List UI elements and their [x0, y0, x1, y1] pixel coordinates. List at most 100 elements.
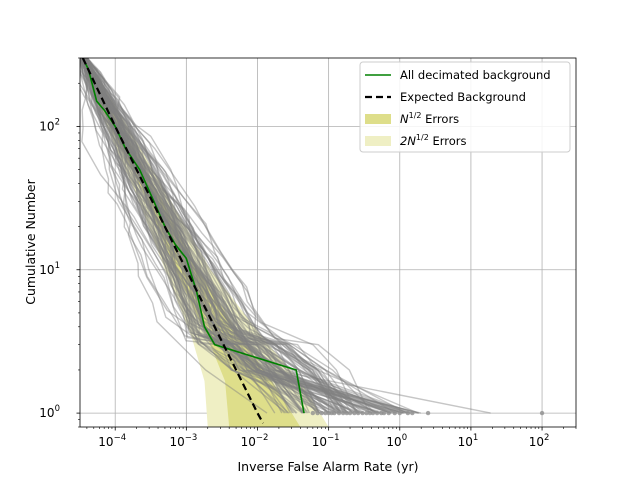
data-point	[355, 410, 361, 416]
background-realisation-line	[86, 58, 405, 414]
background-realisation-line	[86, 58, 398, 414]
error-band-2N1-2	[80, 58, 329, 427]
data-point	[374, 410, 380, 416]
background-realisation-line	[80, 63, 358, 414]
background-realisation-line	[83, 58, 341, 414]
data-point	[367, 410, 373, 416]
x-tick-label-exponent: 2	[544, 433, 549, 443]
background-realisation-line	[82, 58, 354, 414]
background-realisation-line	[80, 58, 342, 414]
background-realisation-line	[80, 86, 268, 414]
decimated-background-line	[82, 58, 305, 414]
background-realisation-line	[82, 58, 317, 414]
background-realisation-line	[82, 58, 329, 414]
background-realisation-line	[86, 58, 321, 414]
x-tick-label: 101	[458, 433, 479, 449]
background-realisation-line	[86, 58, 311, 414]
background-realisation-line	[80, 58, 363, 414]
background-realisation-line	[81, 58, 374, 414]
background-realisation-line	[80, 58, 355, 414]
background-realisation-line	[86, 58, 414, 414]
y-tick-label: 102	[39, 117, 60, 133]
background-curves	[80, 58, 491, 414]
background-realisation-line	[82, 58, 411, 414]
data-point	[405, 410, 411, 416]
background-realisation-line	[80, 58, 378, 414]
data-point	[410, 410, 415, 416]
background-realisation-line	[80, 58, 420, 414]
legend-label-main: N	[400, 112, 409, 126]
data-point	[319, 410, 324, 416]
background-realisation-line	[80, 58, 276, 414]
background-realisation-line	[80, 58, 411, 414]
data-point	[344, 410, 349, 416]
legend: All decimated background Expected Backgro…	[359, 61, 571, 153]
background-realisation-line	[80, 58, 381, 414]
legend-swatch-patch	[365, 114, 391, 124]
background-realisation-line	[85, 58, 318, 414]
background-realisation-line	[85, 58, 287, 414]
background-realisation-line	[85, 58, 419, 414]
background-realisation-line	[81, 58, 342, 414]
y-tick-label-exponent: 1	[55, 261, 60, 271]
background-realisation-line	[81, 58, 396, 414]
background-realisation-line	[85, 58, 305, 414]
x-tick-label: 100	[386, 433, 407, 449]
background-realisation-line	[86, 58, 306, 414]
legend-label-sup: 1/2	[409, 111, 422, 120]
background-realisation-line	[80, 69, 407, 414]
y-tick-label-exponent: 0	[55, 404, 60, 414]
background-realisation-line	[86, 58, 286, 414]
x-tick-label: 10−2	[241, 433, 269, 449]
data-point	[386, 410, 391, 416]
background-realisation-line	[86, 58, 371, 414]
background-realisation-line	[81, 58, 357, 414]
background-realisation-line	[80, 58, 297, 414]
legend-label: 2N1/2 Errors	[400, 133, 466, 148]
legend-swatch-patch	[365, 136, 391, 146]
x-axis-label: Inverse False Alarm Rate (yr)	[237, 459, 418, 474]
background-realisation-line	[82, 58, 291, 414]
background-realisation-line	[86, 58, 345, 414]
background-realisation-line	[82, 58, 305, 414]
background-realisation-line	[86, 58, 395, 414]
data-point	[392, 410, 397, 416]
background-realisation-line	[85, 58, 337, 414]
background-realisation-line	[80, 58, 293, 414]
background-realisation-line	[80, 58, 326, 414]
y-tick-label: 101	[39, 261, 60, 277]
background-realisation-line	[81, 58, 304, 414]
background-realisation-line	[80, 58, 348, 414]
background-realisation-line	[85, 58, 340, 414]
data-point	[364, 410, 369, 416]
background-realisation-line	[81, 58, 349, 414]
series-lines	[81, 58, 305, 424]
legend-label: All decimated background	[400, 68, 551, 82]
x-tick-label-exponent: −3	[185, 433, 198, 443]
x-tick-label: 10−4	[98, 433, 126, 449]
background-realisation-line	[85, 58, 346, 414]
background-realisation-line	[81, 58, 341, 414]
x-tick-label-exponent: 1	[473, 433, 478, 443]
data-point	[336, 410, 342, 416]
x-tick-label-exponent: −2	[256, 433, 269, 443]
background-realisation-line	[80, 58, 329, 414]
data-point	[310, 410, 316, 416]
data-point	[323, 410, 328, 416]
background-realisation-line	[85, 58, 403, 414]
background-realisation-line	[82, 58, 341, 414]
background-realisation-line	[81, 58, 391, 414]
background-realisation-line	[81, 58, 386, 414]
background-realisation-line	[80, 58, 333, 414]
background-realisation-line	[82, 58, 308, 414]
x-tick-label-exponent: −1	[327, 433, 340, 443]
background-realisation-line	[84, 58, 320, 414]
data-point	[370, 410, 376, 416]
x-tick-label-exponent: 0	[402, 433, 407, 443]
background-realisation-line	[81, 58, 304, 414]
error-band-N1-2	[80, 58, 301, 427]
background-realisation-line	[80, 58, 320, 414]
background-realisation-line	[80, 58, 323, 414]
background-realisation-line	[80, 58, 306, 414]
